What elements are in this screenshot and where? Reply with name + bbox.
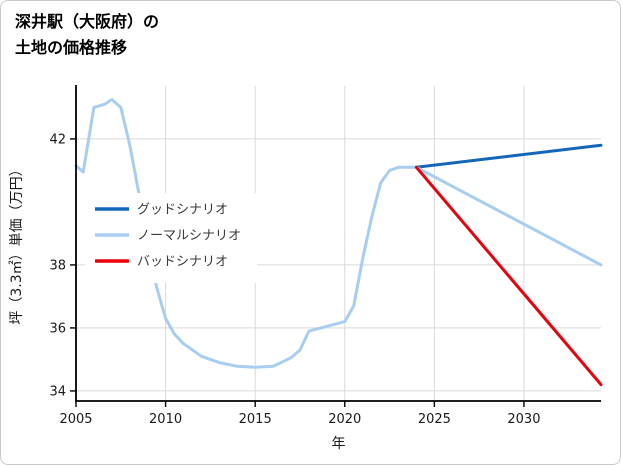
chart-title: 深井駅（大阪府）の 土地の価格推移: [15, 9, 159, 61]
legend-label-normal: ノーマルシナリオ: [137, 229, 241, 244]
x-tick-label: 2005: [59, 412, 92, 427]
x-tick-label: 2020: [328, 412, 361, 427]
x-tick-label: 2030: [507, 412, 540, 427]
y-tick-label: 38: [49, 258, 66, 273]
x-axis-label: 年: [332, 436, 346, 452]
y-tick-label: 42: [49, 132, 66, 147]
series-line-history: [74, 98, 418, 369]
chart-title-line1: 深井駅（大阪府）の: [15, 12, 160, 31]
x-tick-label: 2010: [149, 412, 182, 427]
chart-title-line2: 土地の価格推移: [15, 38, 128, 57]
series-line-good: [414, 143, 603, 169]
legend-label-good: グッドシナリオ: [137, 203, 228, 218]
series-line-bad: [414, 165, 603, 387]
price-trend-chart: 2005 2010 2015 2020 2025 2030 34 36 38 42 年 坪（3.3㎡）…: [9, 85, 603, 452]
y-tick-label: 34: [49, 384, 66, 399]
x-tick-label: 2025: [418, 412, 451, 427]
y-tick-label: 36: [49, 321, 66, 336]
series-line-normal: [414, 165, 603, 267]
legend-label-bad: バッドシナリオ: [137, 255, 228, 270]
x-tick-label: 2015: [239, 412, 272, 427]
y-axis-label: 坪（3.3㎡）単価（万円）: [9, 162, 25, 324]
